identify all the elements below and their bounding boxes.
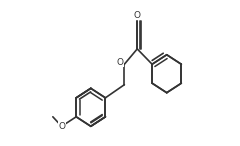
Text: O: O (117, 58, 124, 67)
Text: O: O (58, 122, 65, 131)
Text: O: O (134, 11, 141, 20)
